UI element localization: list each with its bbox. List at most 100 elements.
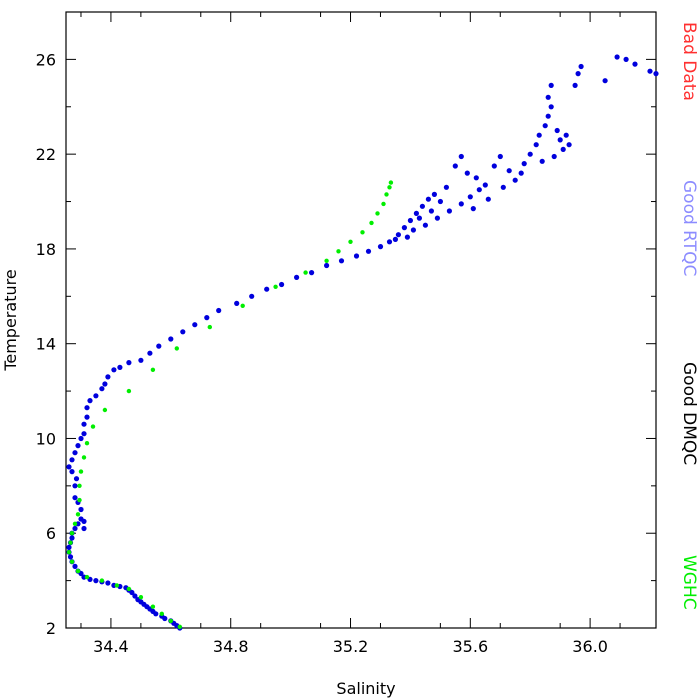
data-point [72,450,78,456]
data-point [545,94,551,100]
data-point [542,123,548,129]
data-point [68,540,73,545]
y-tick-label: 14 [36,335,56,354]
data-point [69,559,75,564]
data-point [77,497,82,503]
data-point [111,367,117,373]
data-point [273,284,278,289]
data-point [93,578,99,584]
data-point [521,161,527,167]
data-point [99,578,105,583]
data-point [387,185,392,190]
y-tick-label: 26 [36,50,56,69]
data-point [395,232,401,238]
data-point [443,184,449,190]
data-point [279,281,285,288]
data-point [419,203,425,209]
data-point [533,142,539,148]
data-point [105,580,111,586]
data-point [386,239,393,245]
data-point [458,201,464,207]
data-point [338,258,345,264]
data-point [578,63,584,70]
data-point [207,324,212,330]
data-point [75,512,81,517]
data-point [614,54,620,60]
data-point [72,525,78,532]
data-point [147,350,153,356]
legend: Bad Data Good RTQC Good DMQC WGHC [679,22,699,610]
data-point [249,293,255,299]
data-point [572,82,578,88]
data-point [78,435,84,442]
data-point [602,78,608,84]
data-point [73,476,80,482]
data-point [437,198,443,205]
data-point [69,457,75,463]
data-point [78,506,84,513]
legend-item: Bad Data [679,22,699,101]
data-point [551,153,557,160]
data-point [369,220,374,226]
x-axis-ticks: 34.4 34.8 35.2 35.6 36.0 [80,12,621,656]
legend-item: Good RTQC [679,180,699,276]
data-point [353,253,360,259]
data-point [126,586,132,592]
data-point [518,170,524,176]
data-point [72,521,78,526]
data-point [365,248,372,254]
data-point [69,531,75,536]
data-point [126,388,132,394]
data-point [407,217,413,224]
data-point [566,142,572,148]
data-point [404,234,410,240]
data-point [150,367,156,372]
x-axis-label: Salinity [336,679,395,698]
data-point [410,227,416,233]
data-point [159,611,164,616]
data-point [81,431,87,437]
data-point [416,215,422,221]
data-points [66,54,659,631]
data-point [413,210,419,216]
data-point [324,258,329,263]
data-point [485,196,491,202]
data-point [66,464,72,470]
x-tick-label: 36.0 [572,637,608,656]
data-point [575,71,581,77]
data-point [72,563,78,570]
y-tick-label: 18 [36,240,56,259]
data-point [102,407,108,413]
legend-item: Good DMQC [679,362,699,465]
y-tick-label: 6 [46,524,56,543]
data-point [539,158,545,164]
data-point [93,393,99,399]
data-point [75,568,81,574]
data-point [81,455,87,460]
data-point [381,201,386,207]
x-tick-label: 34.4 [93,637,129,656]
data-point [554,127,560,134]
data-point [431,191,437,197]
data-point [132,593,138,599]
data-point [84,441,90,446]
data-point [476,187,482,193]
data-point [72,495,78,501]
data-point [434,215,440,221]
data-point [114,583,120,588]
data-point [375,211,380,216]
data-point [77,483,82,488]
data-point [560,146,566,152]
plot-frame [65,11,657,629]
data-point [428,208,434,214]
data-point [126,360,132,366]
x-tick-label: 34.8 [213,637,249,656]
data-point [464,170,470,176]
data-point [168,618,173,624]
data-point [497,153,503,160]
data-point [84,405,90,411]
data-point [81,421,87,427]
data-point [138,357,144,363]
